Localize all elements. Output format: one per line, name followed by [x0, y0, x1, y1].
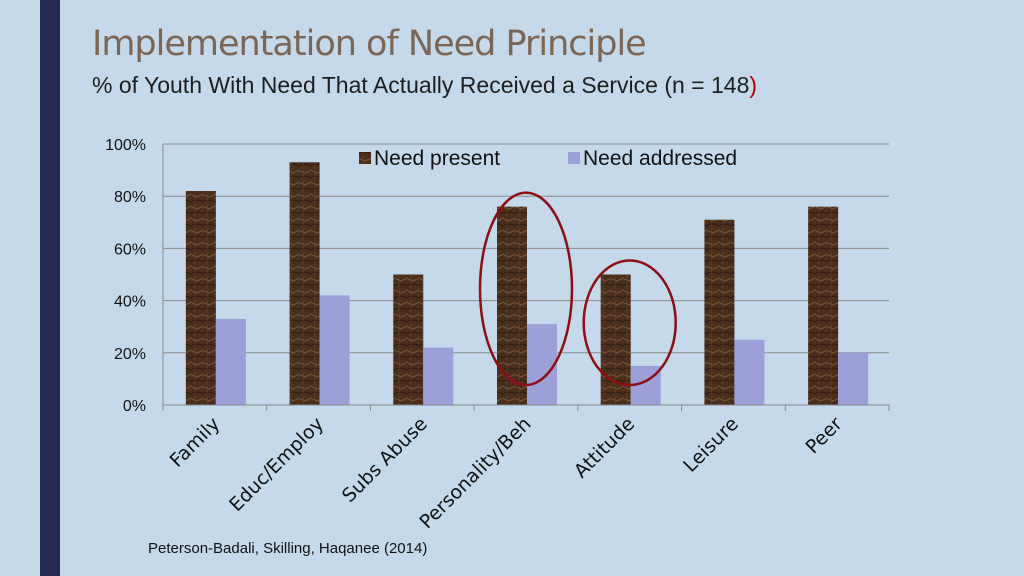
x-category-label: Educ/Employ	[225, 413, 328, 516]
bar-need-addressed	[838, 352, 869, 405]
bar-need-present	[704, 219, 735, 405]
slide-subtitle: % of Youth With Need That Actually Recei…	[92, 72, 757, 99]
legend-need-present-swatch	[359, 152, 371, 164]
subtitle-close-paren: )	[749, 72, 758, 98]
y-tick-label: 80%	[114, 189, 146, 206]
highlight-circle	[582, 259, 677, 387]
citation: Peterson-Badali, Skilling, Haqanee (2014…	[148, 540, 428, 557]
subtitle-text: % of Youth With Need That Actually Recei…	[92, 72, 750, 98]
y-tick-label: 40%	[114, 294, 146, 311]
x-category-label: Peer	[801, 413, 846, 458]
x-category-label: Leisure	[679, 413, 743, 477]
legend-need-addressed-swatch	[568, 152, 580, 164]
legend-need-present-label: Need present	[374, 147, 500, 170]
bar-need-addressed	[527, 324, 557, 405]
bar-need-present	[497, 206, 527, 405]
bar-need-addressed	[423, 347, 454, 405]
legend-need-addressed-label: Need addressed	[583, 147, 737, 170]
slide-title: Implementation of Need Principle	[92, 24, 647, 64]
x-category-label: Personality/Beh	[415, 413, 535, 533]
x-category-label: Attitude	[570, 413, 639, 482]
bar-need-present	[808, 206, 839, 405]
bar-need-present	[289, 162, 320, 405]
x-category-label: Subs Abuse	[338, 413, 432, 507]
accent-side-bar	[40, 0, 60, 576]
y-tick-label: 0%	[123, 398, 146, 415]
y-tick-label: 100%	[105, 137, 146, 154]
bar-need-present	[185, 190, 216, 405]
y-tick-label: 60%	[114, 241, 146, 258]
y-tick-label: 20%	[114, 346, 146, 363]
bar-need-present	[393, 274, 424, 405]
bar-need-addressed	[319, 295, 350, 405]
highlight-circle	[478, 191, 574, 387]
x-category-label: Family	[166, 413, 225, 472]
bar-need-addressed	[734, 339, 765, 405]
bar-need-addressed	[215, 318, 246, 405]
